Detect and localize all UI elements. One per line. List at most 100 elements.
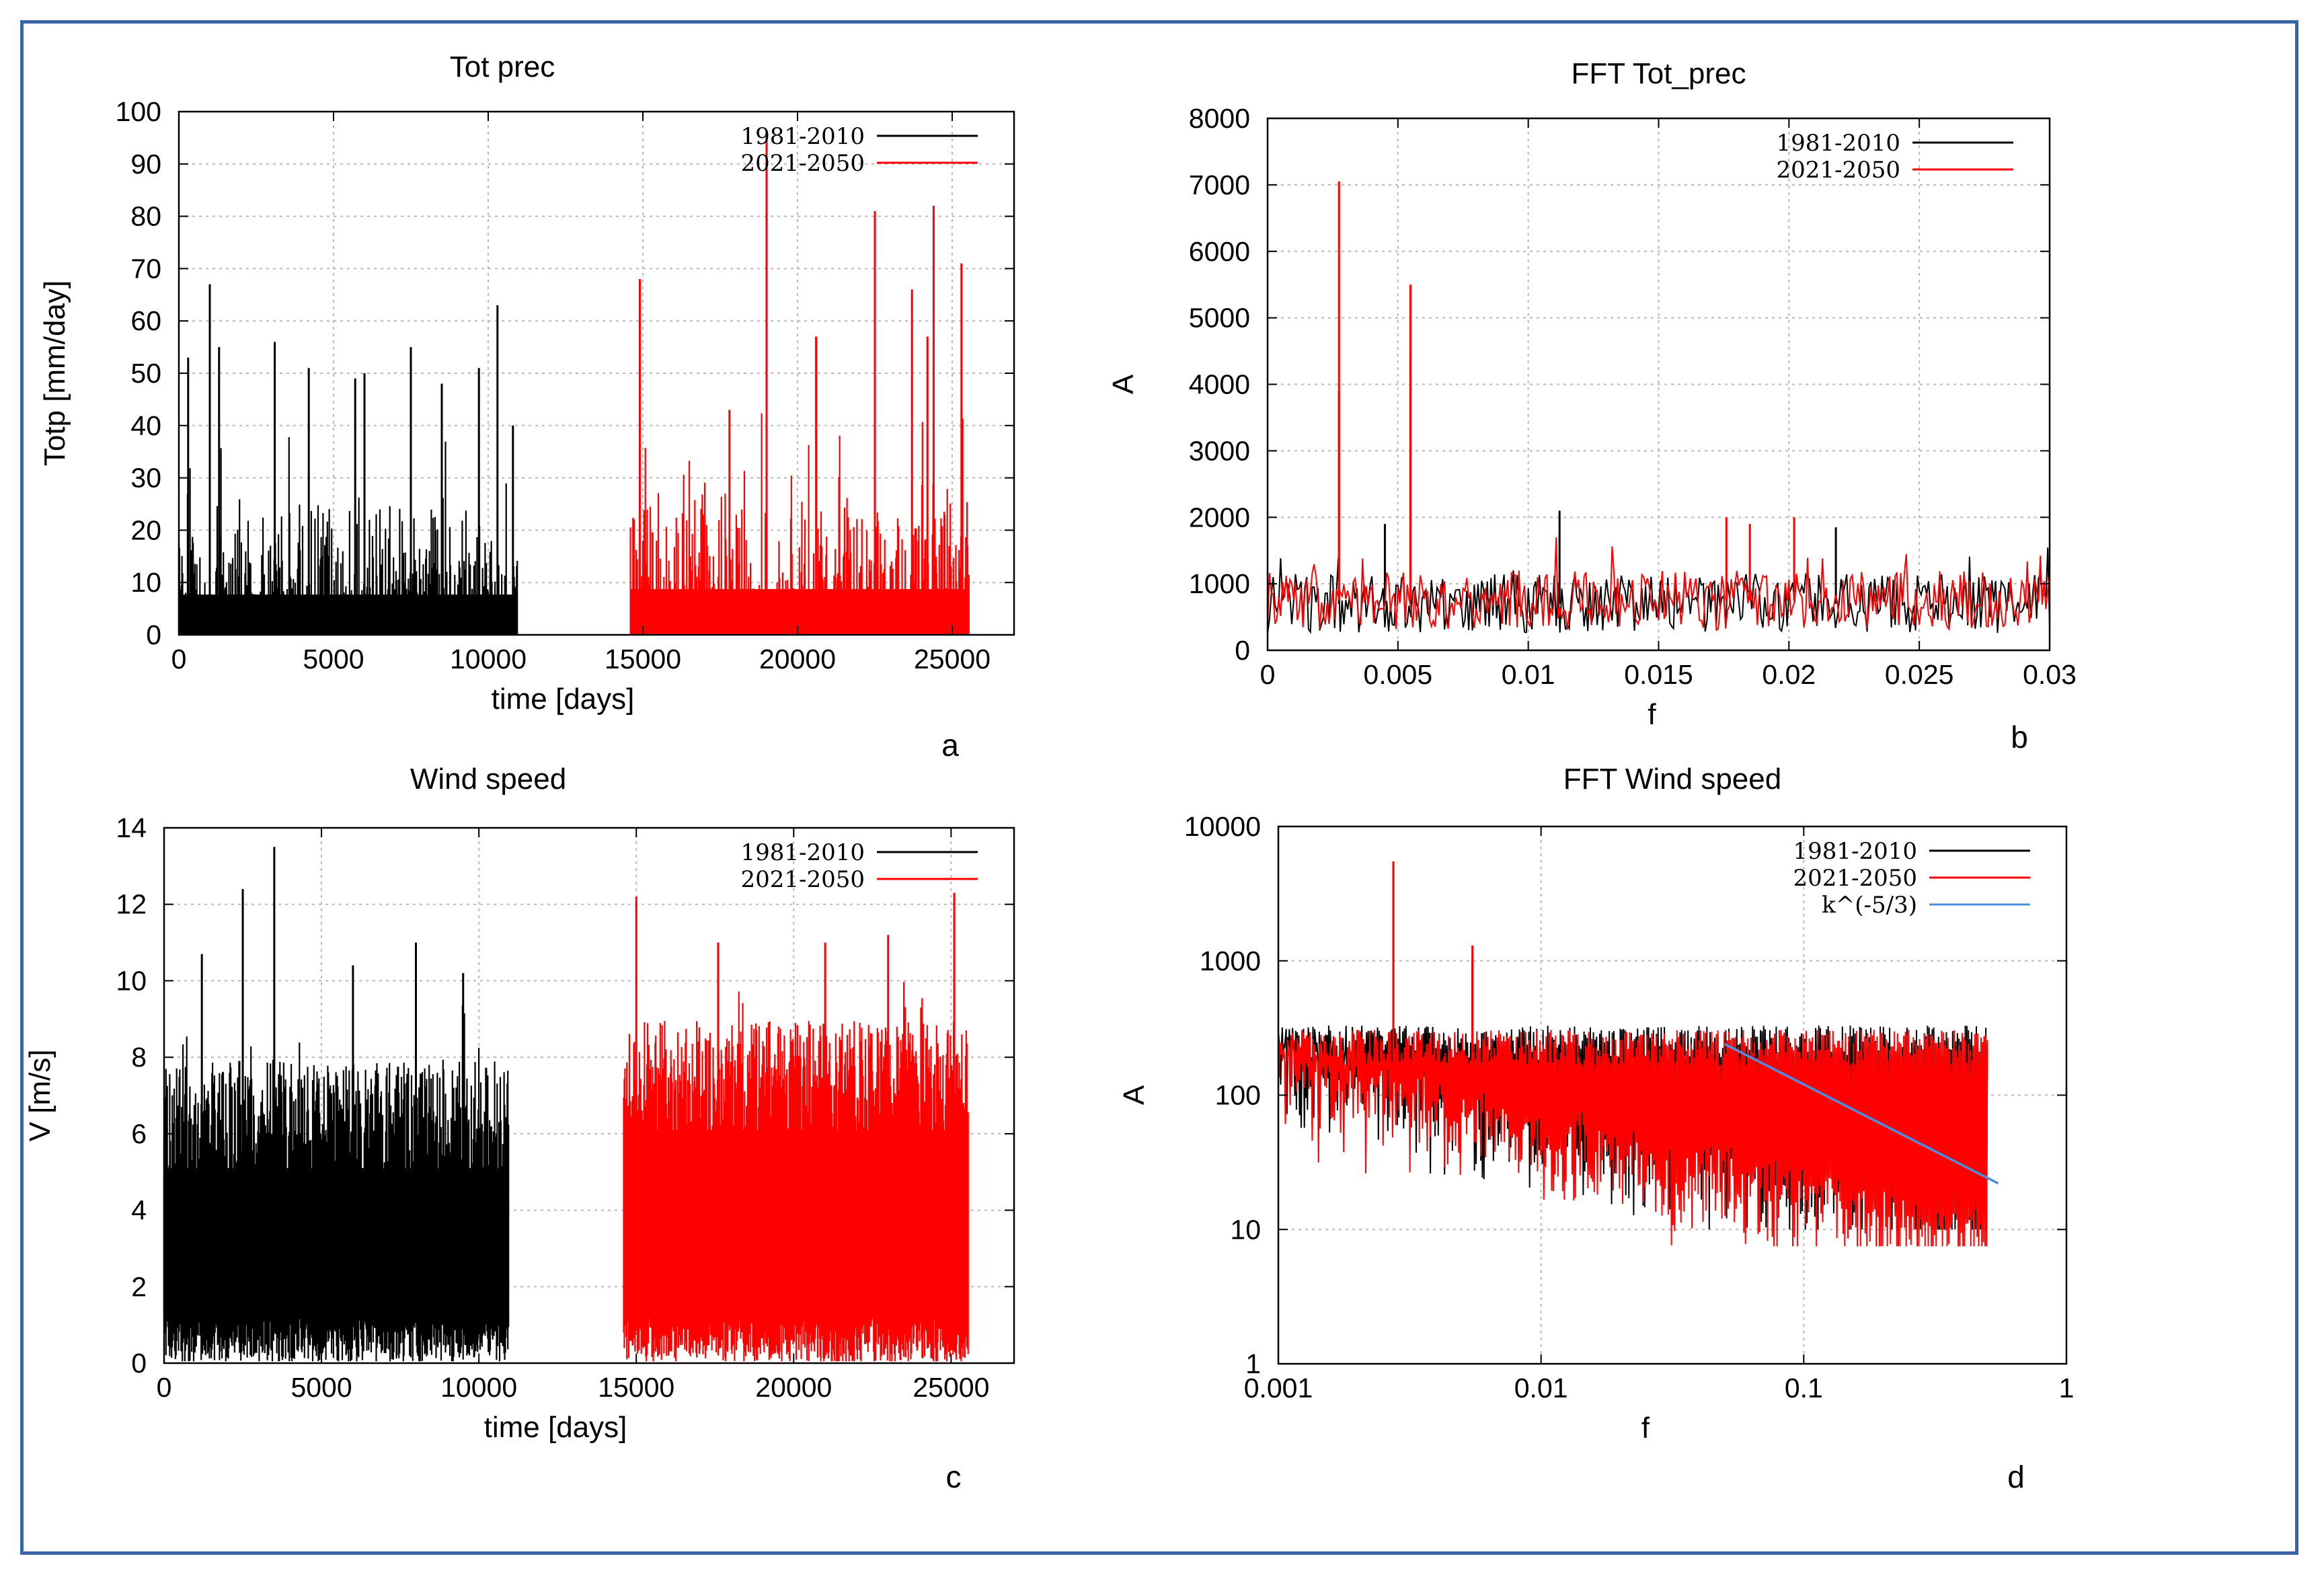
series-2021-2050 [1267, 537, 2050, 631]
legend-label: 2021-2050 [740, 866, 865, 893]
figure-frame [20, 20, 2298, 1555]
chart-title: FFT Tot_prec [1571, 57, 1746, 90]
y-tick-label: 12 [116, 889, 147, 920]
series-1981-2010 [1267, 547, 2050, 634]
legend-label: 2021-2050 [1776, 157, 1900, 184]
y-tick-label: 6000 [1189, 236, 1250, 267]
y-axis-label: A [1118, 1085, 1151, 1105]
x-axis-label: f [1648, 698, 1656, 731]
x-tick-label: 0.01 [1514, 1373, 1568, 1403]
panel-letter: c [946, 1459, 962, 1494]
x-tick-label: 10000 [450, 644, 527, 675]
y-tick-label: 4000 [1189, 369, 1250, 400]
x-tick-label: 20000 [759, 644, 836, 675]
y-tick-label: 10 [116, 965, 147, 996]
legend-label: 2021-2050 [740, 150, 865, 177]
panel-letter: d [2007, 1459, 2025, 1494]
series-k-slope [1723, 1042, 1999, 1185]
y-tick-label: 1000 [1189, 568, 1250, 599]
y-tick-label: 6 [131, 1118, 147, 1149]
y-tick-label: 8 [131, 1042, 147, 1073]
x-tick-label: 1 [2059, 1373, 2075, 1403]
legend-label: 1981-2010 [1776, 130, 1900, 157]
series-fill-2021-2050 [630, 588, 970, 635]
x-tick-label: 10000 [440, 1372, 517, 1403]
y-tick-label: 100 [116, 96, 161, 127]
x-axis-label: time [days] [484, 1411, 627, 1444]
series-fill-2021-2050 [623, 1130, 969, 1295]
y-tick-label: 70 [130, 253, 161, 284]
y-tick-label: 0 [1235, 635, 1250, 666]
legend-label: 1981-2010 [740, 123, 865, 150]
y-tick-label: 7000 [1189, 169, 1250, 200]
x-tick-label: 0.01 [1502, 659, 1555, 690]
legend-label: 1981-2010 [740, 839, 865, 866]
y-tick-label: 3000 [1189, 435, 1250, 466]
plot-area [1267, 181, 2050, 634]
x-tick-label: 15000 [598, 1372, 674, 1403]
x-tick-label: 0.015 [1624, 659, 1693, 690]
legend-label: 2021-2050 [1793, 865, 1917, 892]
x-tick-label: 0 [157, 1372, 172, 1403]
x-tick-label: 25000 [914, 644, 991, 675]
series-fill-1981-2010 [179, 594, 518, 635]
x-tick-label: 0.025 [1885, 659, 1954, 690]
chart-title: Wind speed [410, 763, 566, 796]
y-tick-label: 0 [146, 619, 161, 650]
y-tick-label: 100 [1215, 1080, 1261, 1111]
panel-c: 0 5000 10000 15000 20000 25000 0 2 4 6 8 10 12 14 Wind… [24, 763, 1015, 1494]
x-tick-label: 20000 [755, 1372, 832, 1403]
panel-a: 0 5000 10000 15000 20000 25000 0 10 20 30 40 50 60 70… [38, 50, 1015, 763]
x-tick-label: 0 [1260, 659, 1276, 690]
y-tick-label: 1000 [1200, 946, 1261, 976]
x-tick-label: 25000 [913, 1372, 989, 1403]
y-axis-label: A [1107, 374, 1140, 394]
y-tick-label: 2000 [1189, 502, 1250, 533]
y-tick-label: 10 [130, 567, 161, 598]
panel-b: 0 0.005 0.01 0.015 0.02 0.025 0.03 0 1000 2000 300… [1107, 57, 2077, 755]
y-tick-label: 10000 [1184, 811, 1261, 842]
x-tick-label: 15000 [605, 644, 681, 675]
plot-area [163, 847, 969, 1362]
y-tick-label: 14 [116, 812, 147, 843]
y-tick-label: 90 [130, 149, 161, 180]
panel-letter: a [941, 728, 959, 763]
series-fill-1981-2010 [164, 1168, 509, 1295]
y-axis-label: Totp [mm/day] [38, 280, 71, 466]
x-axis-label: f [1641, 1412, 1650, 1445]
y-tick-label: 5000 [1189, 303, 1250, 334]
plot-area [1278, 861, 1999, 1247]
y-tick-label: 8000 [1189, 103, 1250, 134]
y-tick-label: 60 [130, 305, 161, 336]
y-axis-label: V [m/s] [24, 1050, 56, 1142]
y-tick-label: 0 [131, 1348, 147, 1379]
plot-area [178, 137, 970, 635]
y-tick-label: 2 [131, 1271, 147, 1302]
chart-title: FFT Wind speed [1563, 763, 1781, 796]
y-tick-label: 40 [130, 410, 161, 441]
legend-label: 1981-2010 [1793, 838, 1917, 865]
y-tick-label: 4 [131, 1195, 147, 1226]
axes-box [163, 826, 1015, 1364]
panel-d: 0.001 0.01 0.1 1 1 10 100 1000 10000 FFT Wind spe… [1118, 763, 2074, 1494]
y-tick-label: 1 [1245, 1348, 1261, 1379]
x-tick-label: 0.1 [1785, 1373, 1823, 1403]
x-tick-label: 0.001 [1244, 1373, 1313, 1403]
panel-letter: b [2011, 720, 2028, 755]
legend-label: k^(-5/3) [1822, 892, 1917, 919]
y-tick-label: 10 [1230, 1214, 1261, 1245]
x-tick-label: 0.005 [1364, 659, 1433, 690]
y-tick-label: 30 [130, 463, 161, 494]
x-tick-label: 5000 [290, 1372, 352, 1403]
x-tick-label: 0.03 [2023, 659, 2077, 690]
chart-title: Tot prec [450, 50, 555, 83]
x-tick-label: 0.02 [1762, 659, 1816, 690]
y-tick-label: 80 [130, 201, 161, 232]
series-2021-2050 [1278, 1030, 1988, 1247]
x-tick-label: 5000 [303, 644, 364, 675]
x-axis-label: time [days] [492, 683, 635, 716]
y-tick-label: 20 [130, 514, 161, 545]
y-tick-label: 50 [130, 358, 161, 389]
x-tick-label: 0 [171, 644, 187, 675]
